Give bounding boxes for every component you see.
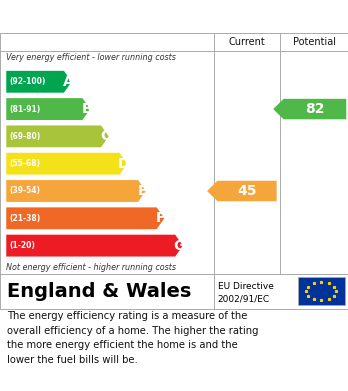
Polygon shape xyxy=(6,207,164,229)
Text: F: F xyxy=(156,211,166,225)
Text: (1-20): (1-20) xyxy=(10,241,35,250)
Polygon shape xyxy=(6,98,90,120)
Text: (21-38): (21-38) xyxy=(10,214,41,223)
Text: G: G xyxy=(174,239,185,253)
Text: E: E xyxy=(137,184,147,198)
Text: 45: 45 xyxy=(237,184,257,198)
Text: Potential: Potential xyxy=(293,37,335,47)
Polygon shape xyxy=(6,180,146,202)
Text: Current: Current xyxy=(229,37,266,47)
Polygon shape xyxy=(207,181,277,201)
Text: Energy Efficiency Rating: Energy Efficiency Rating xyxy=(60,7,288,26)
Text: The energy efficiency rating is a measure of the
overall efficiency of a home. T: The energy efficiency rating is a measur… xyxy=(7,311,259,364)
Text: Not energy efficient - higher running costs: Not energy efficient - higher running co… xyxy=(6,263,176,272)
Polygon shape xyxy=(6,153,127,175)
Text: D: D xyxy=(118,157,129,171)
Text: (92-100): (92-100) xyxy=(10,77,46,86)
Text: (55-68): (55-68) xyxy=(10,159,41,168)
Text: England & Wales: England & Wales xyxy=(7,282,191,301)
Text: 82: 82 xyxy=(305,102,325,116)
Bar xyxy=(298,277,345,305)
Text: (81-91): (81-91) xyxy=(10,104,41,113)
Polygon shape xyxy=(6,235,183,256)
Text: (39-54): (39-54) xyxy=(10,187,41,196)
Polygon shape xyxy=(273,99,346,119)
Text: Very energy efficient - lower running costs: Very energy efficient - lower running co… xyxy=(6,53,176,62)
Polygon shape xyxy=(6,71,72,93)
Text: EU Directive: EU Directive xyxy=(218,282,274,291)
Text: C: C xyxy=(100,129,110,143)
Polygon shape xyxy=(6,126,109,147)
Text: (69-80): (69-80) xyxy=(10,132,41,141)
Text: A: A xyxy=(63,75,73,89)
Text: 2002/91/EC: 2002/91/EC xyxy=(218,294,270,303)
Text: B: B xyxy=(81,102,92,116)
